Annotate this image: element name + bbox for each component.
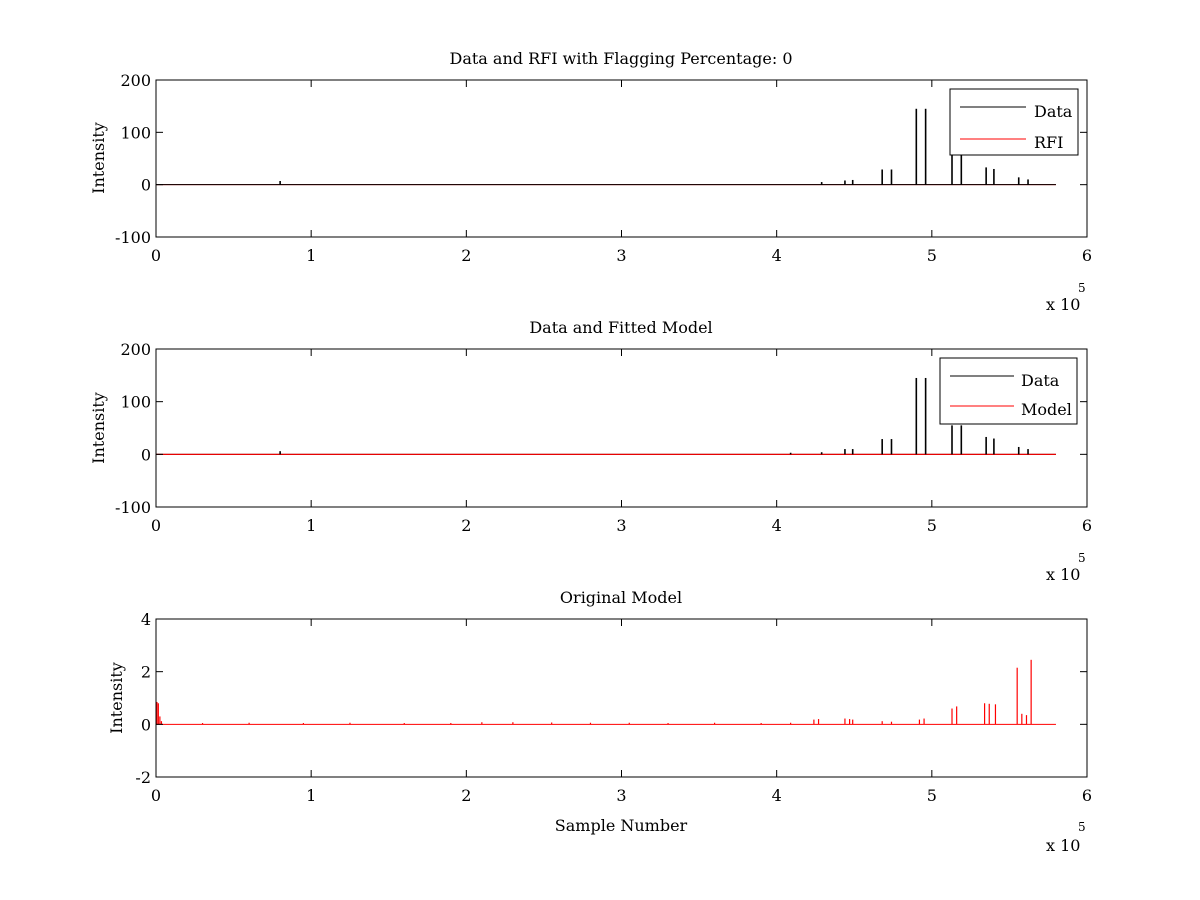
chart-title: Data and RFI with Flagging Percentage: 0 [449, 49, 792, 68]
y-tick-label: -100 [115, 498, 151, 517]
y-axis-label: Intensity [89, 392, 108, 464]
chart-title: Data and Fitted Model [529, 318, 712, 337]
panel-original-model: Original Model Intensity Sample Number x… [107, 588, 1092, 855]
legend-label-data: Data [1034, 102, 1073, 121]
y-tick-label: 0 [141, 176, 151, 195]
legend-label-data: Data [1021, 371, 1060, 390]
x-tick-label: 6 [1082, 516, 1092, 535]
x-exponent-base: x 10 [1046, 836, 1080, 855]
x-tick-label: 6 [1082, 786, 1092, 805]
legend-label-rfi: RFI [1034, 133, 1063, 152]
x-exponent-power: 5 [1078, 281, 1086, 295]
legend: Data Model [939, 357, 1078, 425]
x-tick-label: 3 [616, 786, 626, 805]
x-tick-label: 2 [461, 786, 471, 805]
x-exponent-power: 5 [1078, 820, 1086, 834]
x-tick-label: 4 [772, 786, 782, 805]
panel-data-and-fitted-model: Data and Fitted Model Intensity x 10 5 0… [89, 318, 1092, 584]
x-tick-label: 4 [772, 246, 782, 265]
chart-title: Original Model [560, 588, 682, 607]
x-tick-label: 3 [616, 516, 626, 535]
legend-label-model: Model [1021, 400, 1072, 419]
x-exponent-base: x 10 [1046, 295, 1080, 314]
x-tick-label: 3 [616, 246, 626, 265]
x-tick-label: 2 [461, 246, 471, 265]
y-tick-label: 2 [141, 663, 151, 682]
x-tick-label: 5 [927, 786, 937, 805]
x-tick-label: 2 [461, 516, 471, 535]
x-tick-label: 0 [151, 246, 161, 265]
x-exponent-power: 5 [1078, 551, 1086, 565]
y-tick-label: 200 [120, 71, 151, 90]
x-tick-label: 1 [306, 786, 316, 805]
y-axis-label: Intensity [107, 662, 126, 734]
y-axis-label: Intensity [89, 122, 108, 194]
x-exponent-base: x 10 [1046, 565, 1080, 584]
x-tick-label: 4 [772, 516, 782, 535]
y-tick-label: 4 [141, 610, 151, 629]
y-tick-label: -100 [115, 228, 151, 247]
x-tick-label: 1 [306, 516, 316, 535]
panel-data-and-rfi: Data and RFI with Flagging Percentage: 0… [89, 49, 1092, 314]
y-tick-label: 200 [120, 340, 151, 359]
x-axis-label: Sample Number [555, 816, 688, 835]
x-tick-label: 5 [927, 516, 937, 535]
y-tick-label: 0 [141, 445, 151, 464]
y-tick-label: 100 [120, 123, 151, 142]
x-tick-label: 0 [151, 516, 161, 535]
x-tick-label: 5 [927, 246, 937, 265]
legend-box [949, 88, 1079, 156]
x-tick-label: 6 [1082, 246, 1092, 265]
legend-box [939, 357, 1078, 425]
legend: Data RFI [949, 88, 1079, 156]
y-tick-label: 0 [141, 715, 151, 734]
y-tick-label: -2 [135, 768, 151, 787]
x-tick-label: 1 [306, 246, 316, 265]
y-tick-label: 100 [120, 393, 151, 412]
x-tick-label: 0 [151, 786, 161, 805]
